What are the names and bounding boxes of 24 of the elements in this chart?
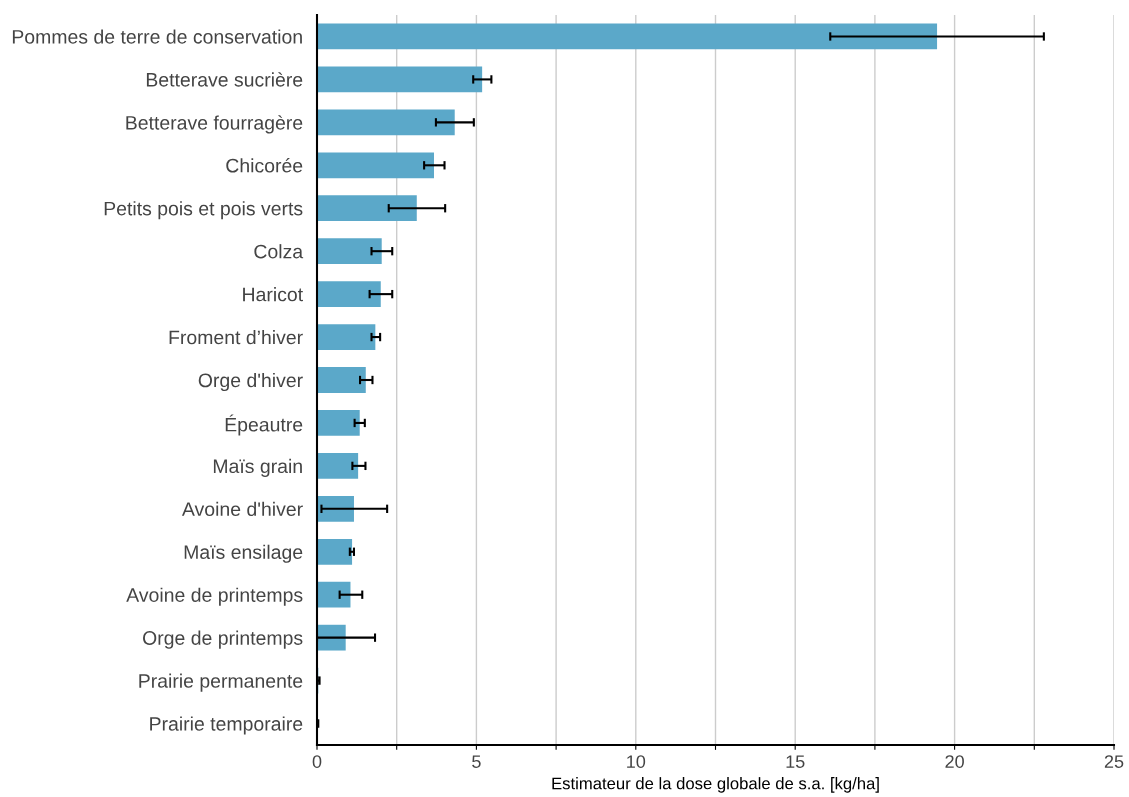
x-tick-label: 20 (945, 755, 964, 768)
y-tick-label: Froment d’hiver (169, 330, 303, 345)
y-tick-label: Chicorée (226, 158, 303, 173)
y-tick-label: Betterave sucrière (146, 72, 303, 87)
y-tick-label: Orge de printemps (143, 630, 303, 649)
y-tick-label: Avoine de printemps (126, 587, 303, 606)
y-tick-label: Colza (254, 244, 304, 259)
y-tick-label: Haricot (243, 287, 303, 302)
y-tick-label: Prairie permanente (139, 673, 303, 692)
y-tick-label: Prairie temporaire (150, 716, 303, 735)
x-tick-label: 25 (1104, 755, 1124, 768)
x-axis-title: Estimateur de la dose globale de s.a. [kg/ha] (552, 777, 879, 793)
x-tick-label: 0 (312, 755, 322, 768)
y-tick-label: Maïs grain (213, 458, 302, 477)
y-tick-label: Pommes de terre de conservation (12, 29, 302, 44)
y-tick-label: Betterave fourragère (126, 115, 303, 134)
x-tick-label: 15 (786, 755, 805, 768)
x-tick-label: 10 (627, 755, 646, 768)
y-tick-label: Maïs ensilage (184, 544, 303, 563)
y-tick-label: Orge d'hiver (198, 372, 303, 392)
y-tick-label: Avoine d'hiver (181, 501, 303, 517)
x-tick-label: 5 (472, 755, 481, 768)
y-tick-label: Épeautre (225, 414, 303, 436)
y-tick-label: Petits pois et pois verts (104, 201, 303, 220)
